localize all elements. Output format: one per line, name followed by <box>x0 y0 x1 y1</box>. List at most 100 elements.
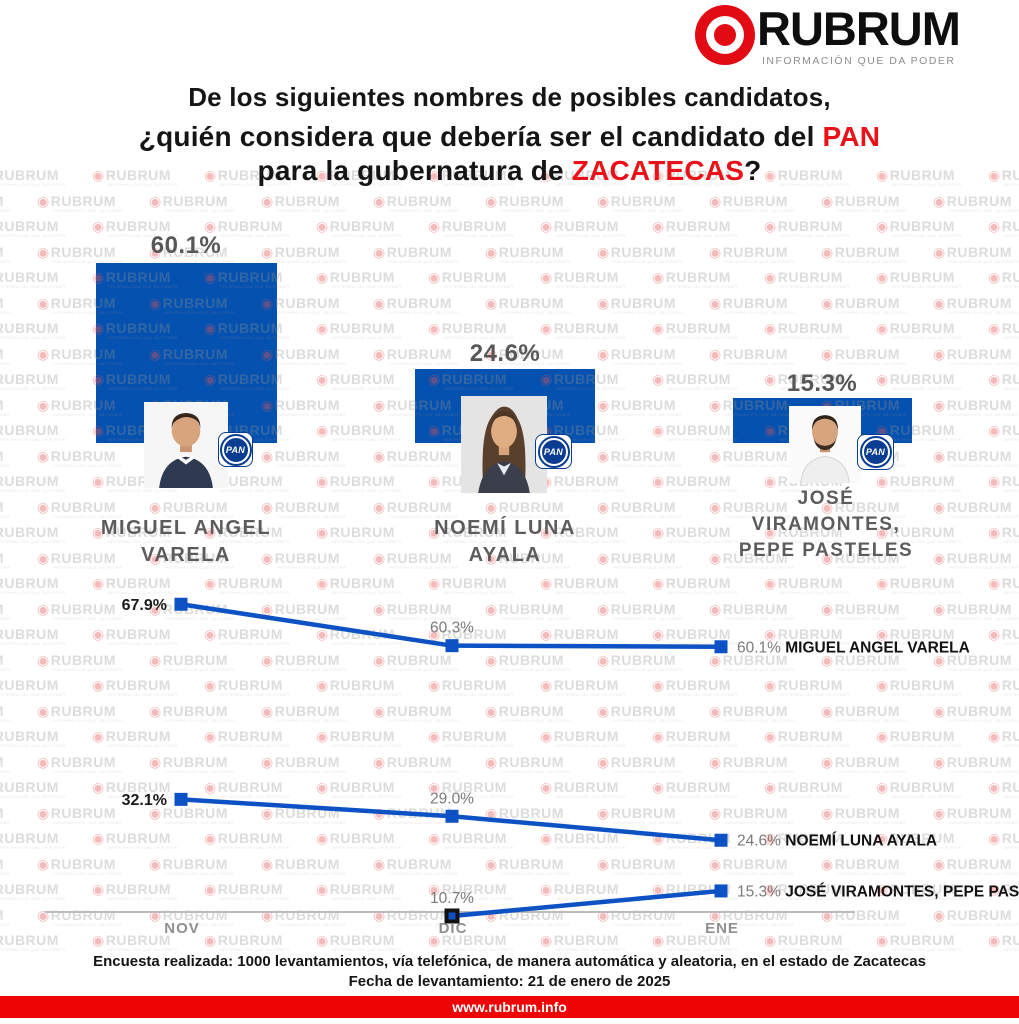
marker-inner-blue <box>448 912 456 920</box>
watermark-target-icon: ◉ <box>933 600 946 617</box>
watermark-target-icon: ◉ <box>428 830 441 846</box>
watermark-target-icon: ◉ <box>204 779 217 795</box>
watermark-target-icon: ◉ <box>428 575 441 591</box>
watermark-target-icon: ◉ <box>821 243 834 260</box>
ene-series-label: 60.1% MIGUEL ANGEL VARELA <box>737 639 970 656</box>
watermark-target-icon: ◉ <box>316 371 329 387</box>
watermark-target-icon: ◉ <box>316 269 329 285</box>
watermark-target-icon: ◉ <box>652 269 665 285</box>
watermark-target-icon: ◉ <box>597 804 610 821</box>
watermark-target-icon: ◉ <box>933 702 946 719</box>
candidate-name-miguel: MIGUEL ANGEL VARELA <box>100 517 272 566</box>
watermark-target-icon: ◉ <box>37 447 50 464</box>
watermark-target-icon: ◉ <box>933 753 946 770</box>
watermark-target-icon: ◉ <box>988 524 1001 540</box>
watermark-target-icon: ◉ <box>764 881 777 897</box>
watermark-target-icon: ◉ <box>988 779 1001 795</box>
watermark-target-icon: ◉ <box>764 269 777 285</box>
watermark-target-icon: ◉ <box>261 753 274 770</box>
watermark-target-icon: ◉ <box>540 830 553 846</box>
watermark-target-icon: ◉ <box>821 345 834 362</box>
candidate-photo-miguel <box>144 402 228 488</box>
watermark-target-icon: ◉ <box>373 702 386 719</box>
watermark-target-icon: ◉ <box>37 753 50 770</box>
watermark-target-icon: ◉ <box>540 779 553 795</box>
watermark-target-icon: ◉ <box>92 575 105 591</box>
watermark-target-icon: ◉ <box>876 626 889 642</box>
candidate-photo-jose <box>789 406 861 483</box>
watermark-target-icon: ◉ <box>764 677 777 693</box>
watermark-target-icon: ◉ <box>316 728 329 744</box>
trend-line-2 <box>180 797 722 843</box>
watermark-target-icon: ◉ <box>876 677 889 693</box>
marker-series-2 <box>714 833 728 847</box>
watermark-target-icon: ◉ <box>373 804 386 821</box>
watermark-target-icon: ◉ <box>988 830 1001 846</box>
watermark-target-icon: ◉ <box>316 575 329 591</box>
watermark-target-icon: ◉ <box>149 906 162 923</box>
watermark-target-icon: ◉ <box>597 753 610 770</box>
watermark-target-icon: ◉ <box>933 192 946 209</box>
watermark-target-icon: ◉ <box>876 932 889 948</box>
watermark-target-icon: ◉ <box>988 626 1001 642</box>
watermark-target-icon: ◉ <box>261 702 274 719</box>
watermark-target-icon: ◉ <box>37 855 50 872</box>
watermark-target-icon: ◉ <box>933 396 946 413</box>
pan-logo-badge: PAN <box>535 434 572 469</box>
watermark-target-icon: ◉ <box>821 600 834 617</box>
watermark-target-icon: ◉ <box>652 320 665 336</box>
watermark-target-icon: ◉ <box>428 728 441 744</box>
watermark-target-icon: ◉ <box>149 855 162 872</box>
watermark-target-icon: ◉ <box>261 498 274 515</box>
